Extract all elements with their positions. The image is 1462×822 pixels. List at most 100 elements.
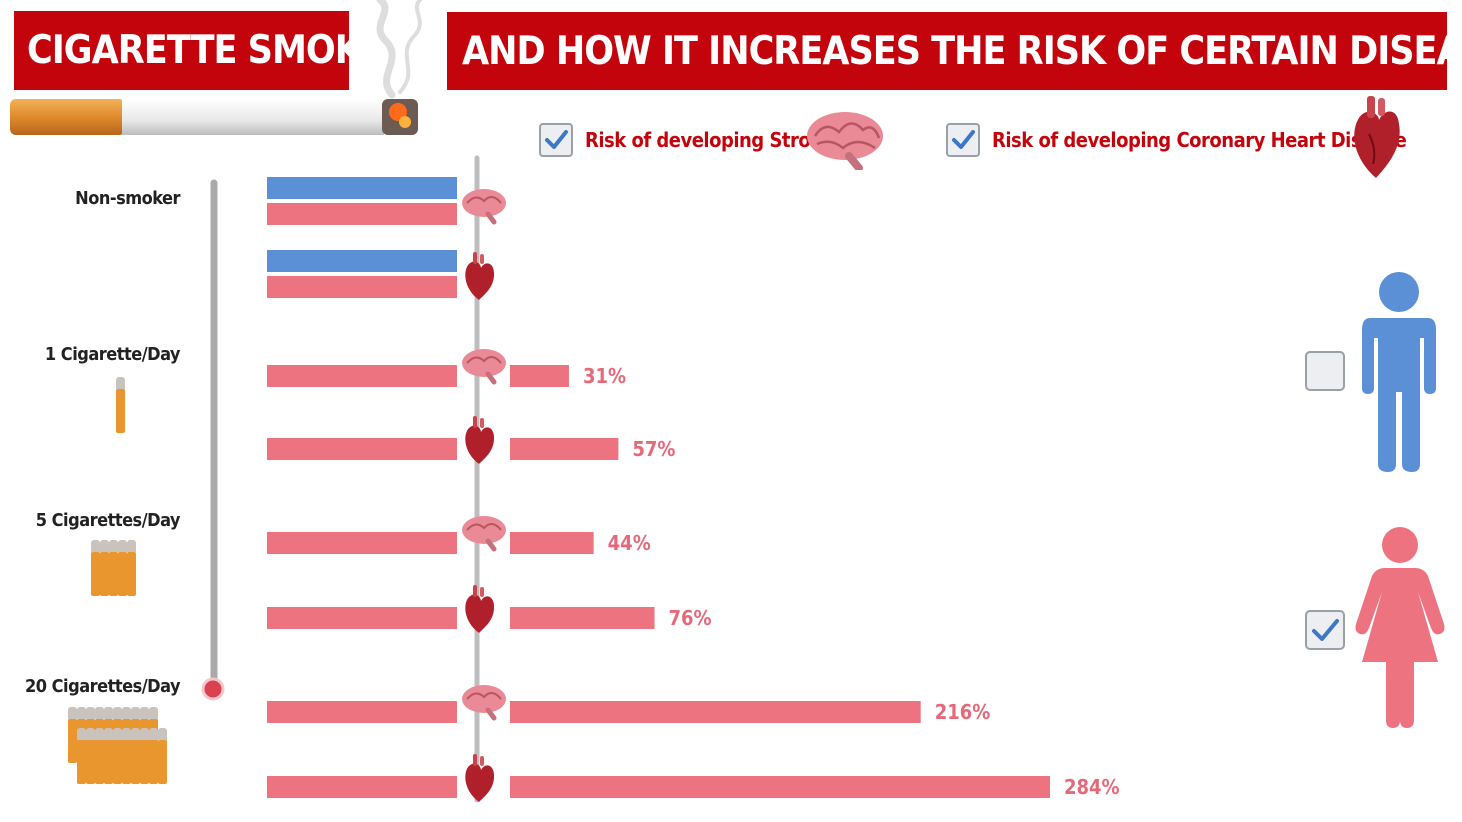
male-figure-icon	[1362, 272, 1436, 472]
cigarette-count-icon	[95, 728, 104, 784]
cigarette-filter	[116, 389, 125, 433]
cigarette-tip	[158, 728, 167, 742]
legend-heart-icon	[1354, 96, 1400, 178]
female-checkbox[interactable]	[1305, 610, 1345, 650]
cigarette-filter	[131, 740, 140, 784]
brain-shape	[462, 349, 506, 377]
cigarette-tip	[86, 707, 95, 721]
stroke-checkbox[interactable]	[539, 123, 573, 157]
brain-stem	[485, 211, 497, 225]
figure-head	[1382, 527, 1418, 563]
heart-icon	[465, 585, 495, 633]
risk-bar	[510, 365, 569, 387]
brain-fold	[466, 196, 502, 204]
heart-vessel	[473, 252, 477, 264]
cigarette-filter	[118, 552, 127, 596]
male-checkbox[interactable]	[1305, 351, 1345, 391]
brain-stem	[485, 371, 497, 385]
cigarette-tip	[104, 728, 113, 742]
brain-icon	[462, 349, 506, 385]
cigarette-filter	[68, 719, 77, 763]
brain-stem	[485, 538, 497, 552]
cigarette-filter	[86, 740, 95, 784]
slider-knob[interactable]	[201, 677, 225, 701]
cigarette-icon	[10, 99, 418, 135]
cigarette-tip	[77, 707, 86, 721]
cigarette-tip	[113, 728, 122, 742]
cigarette-filter	[109, 552, 118, 596]
brain-icon	[462, 516, 506, 552]
baseline-bar	[267, 776, 457, 798]
checkbox-box	[1305, 351, 1345, 391]
figure-body	[1362, 318, 1436, 472]
cigarette-filter	[140, 740, 149, 784]
heart-vessel	[473, 585, 477, 597]
cigarette-count-icon	[91, 540, 100, 596]
title-right: AND HOW IT INCREASES THE RISK OF CERTAIN…	[447, 12, 1447, 90]
cigarette-tip	[116, 377, 125, 391]
cigarette-tip	[100, 540, 109, 554]
cigarette-filter	[100, 552, 109, 596]
cigarette-tip	[95, 707, 104, 721]
cigarette-filter	[95, 740, 104, 784]
legend-stroke[interactable]: Risk of developing Stroke	[539, 123, 833, 157]
cigarette-tip	[149, 728, 158, 742]
baseline-bar	[267, 365, 457, 387]
legend-stroke-label: Risk of developing Stroke	[585, 128, 833, 152]
cigarette-filter	[158, 740, 167, 784]
risk-bar	[510, 776, 1050, 798]
category-label-5-cigarettes: 5 Cigarettes/Day	[35, 510, 181, 531]
heart-vessel	[480, 587, 484, 597]
cigarette-tip	[149, 707, 158, 721]
cigarette-tip	[122, 728, 131, 742]
category-label-non-smoker: Non-smoker	[75, 188, 180, 209]
category-label-20-cigarettes: 20 Cigarettes/Day	[25, 676, 181, 697]
baseline-bar-female	[267, 276, 457, 298]
cigarette-count-icon	[113, 728, 122, 784]
baseline-bar-male	[267, 250, 457, 272]
heart-shape	[465, 763, 495, 802]
brain-shape	[462, 516, 506, 544]
cigarette-tip	[95, 728, 104, 742]
checkmark-icon	[545, 130, 568, 149]
cigarette-tip	[140, 707, 149, 721]
heart-vessel	[480, 254, 484, 264]
baseline-bar-female	[267, 203, 457, 225]
brain-stem	[485, 707, 497, 721]
risk-value-label: 31%	[583, 364, 626, 388]
checkbox-box	[1305, 610, 1345, 650]
brain-icon	[462, 189, 506, 225]
brain-shape	[462, 189, 506, 217]
cigarette-tip	[109, 540, 118, 554]
cigarette-count-icon	[77, 728, 86, 784]
legend-heart[interactable]: Risk of developing Coronary Heart Diseas…	[946, 123, 1407, 157]
risk-value-label: 57%	[632, 437, 675, 461]
cigarette-tip	[140, 728, 149, 742]
heart-vessel	[480, 418, 484, 428]
cigarette-filter	[104, 740, 113, 784]
cigarette-count-icon	[149, 728, 158, 784]
baseline-bar	[267, 438, 457, 460]
cigarette-filter	[127, 552, 136, 596]
cigarette-filter	[113, 740, 122, 784]
cigarette-tip	[104, 707, 113, 721]
heart-vessel	[473, 754, 477, 766]
cigarette-count-icon	[109, 540, 118, 596]
baseline-bar	[267, 532, 457, 554]
heart-icon	[465, 252, 495, 300]
cigarette-filter	[77, 740, 86, 784]
cigarette-tip	[86, 728, 95, 742]
risk-value-label: 216%	[935, 700, 991, 724]
cigarette-tip	[91, 540, 100, 554]
cigarette-count-icon	[140, 728, 149, 784]
risk-bar	[510, 701, 921, 723]
heart-icon	[465, 754, 495, 802]
cigarette-tip	[77, 728, 86, 742]
brain-icon	[462, 685, 506, 721]
cigarette-tip	[113, 707, 122, 721]
heart-checkbox[interactable]	[946, 123, 980, 157]
cigarette-filter	[91, 552, 100, 596]
cigarette-count-icon	[68, 707, 77, 763]
figure-head	[1379, 272, 1419, 312]
risk-bar	[510, 532, 594, 554]
